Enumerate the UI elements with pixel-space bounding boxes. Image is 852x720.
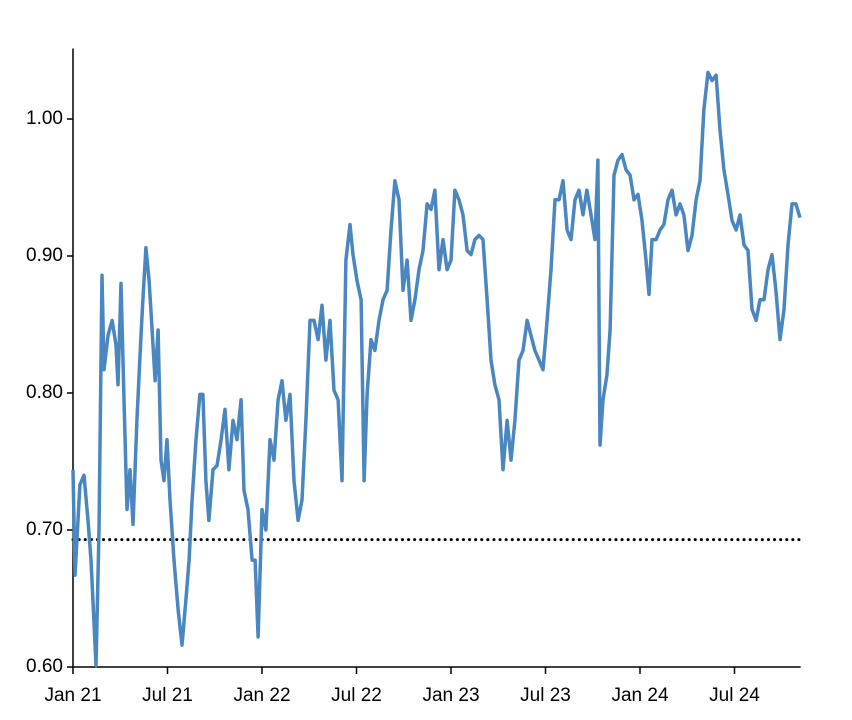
x-tick-label: Jul 22 — [331, 685, 382, 706]
y-tick-label: 0.80 — [26, 382, 63, 403]
x-tick-label: Jan 23 — [422, 685, 479, 706]
x-tick-label: Jan 22 — [233, 685, 290, 706]
y-tick-label: 0.90 — [26, 245, 63, 266]
x-tick-label: Jul 24 — [709, 685, 760, 706]
y-tick-label: 0.70 — [26, 519, 63, 540]
x-tick-label: Jul 23 — [520, 685, 571, 706]
data-line — [71, 70, 802, 668]
y-tick-label: 1.00 — [26, 108, 63, 129]
x-tick-label: Jan 24 — [611, 685, 668, 706]
x-tick-label: Jul 21 — [142, 685, 193, 706]
y-tick-label: 0.60 — [26, 656, 63, 677]
x-tick-label: Jan 21 — [44, 685, 101, 706]
